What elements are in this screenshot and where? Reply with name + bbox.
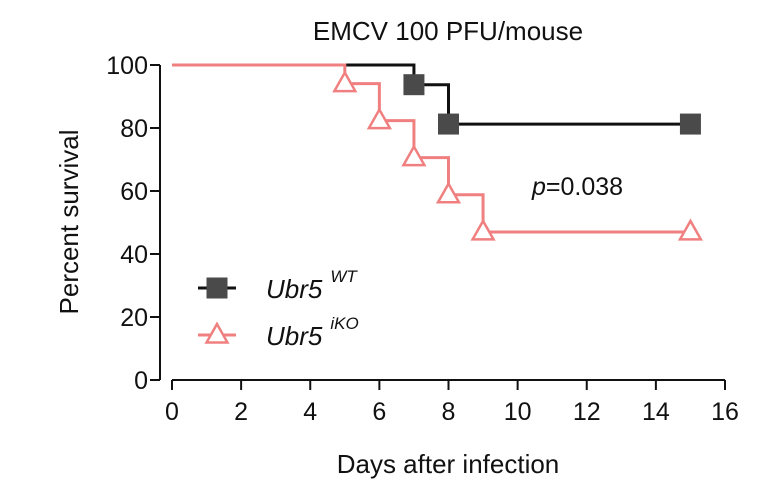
y-tick-label: 60 [120,178,148,206]
y-tick-label: 80 [120,115,148,143]
data-point-iko [366,107,392,130]
data-point-iko [332,70,358,93]
x-tick-label: 0 [165,398,179,426]
series-wt [172,63,701,135]
y-axis-title: Percent survival [54,130,84,315]
x-tick-label: 10 [504,398,532,426]
x-axis-title: Days after infection [337,449,560,479]
legend-label: Ubr5 WT [266,267,358,304]
chart-title: EMCV 100 PFU/mouse [313,16,583,46]
x-axis: 0 2 4 6 8 10 12 14 16 [165,379,739,426]
data-point-wt [403,74,425,96]
y-tick-label: 100 [106,52,148,80]
y-axis: 0 20 40 60 80 100 [106,52,161,395]
x-tick-label: 12 [573,398,601,426]
p-value-annotation: p=0.038 [531,173,623,201]
y-tick-label: 40 [120,241,148,269]
data-point-iko [677,218,704,241]
y-tick-label: 0 [134,367,148,395]
x-tick-label: 14 [642,398,670,426]
legend-entry-iko: Ubr5 iKO [198,314,359,351]
data-point-iko [401,144,427,167]
series-layer [172,63,704,241]
series-iko [172,63,704,241]
x-tick-label: 16 [711,398,739,426]
data-point-wt [679,113,701,135]
legend-label-superscript: iKO [330,314,358,333]
y-tick-label: 20 [120,304,148,332]
legend-label-base: Ubr5 [266,321,323,351]
survival-curve-wt [172,63,691,126]
x-tick-label: 2 [234,398,248,426]
survival-curve-iko [172,63,691,234]
legend-marker [204,321,230,344]
legend-label-base: Ubr5 [266,274,323,304]
data-point-iko [435,181,462,204]
data-point-wt [438,113,459,135]
x-tick-label: 4 [303,398,317,426]
p-value-number: =0.038 [546,173,623,201]
x-tick-label: 8 [442,398,456,426]
legend-label-superscript: WT [330,267,358,286]
legend-label: Ubr5 iKO [266,314,359,351]
data-point-iko [470,218,496,241]
p-value-italic: p [531,173,546,201]
x-tick-label: 6 [372,398,386,426]
legend-entry-wt: Ubr5 WT [198,267,358,304]
legend-marker [206,277,228,299]
legend: Ubr5 WT Ubr5 iKO [198,267,359,351]
